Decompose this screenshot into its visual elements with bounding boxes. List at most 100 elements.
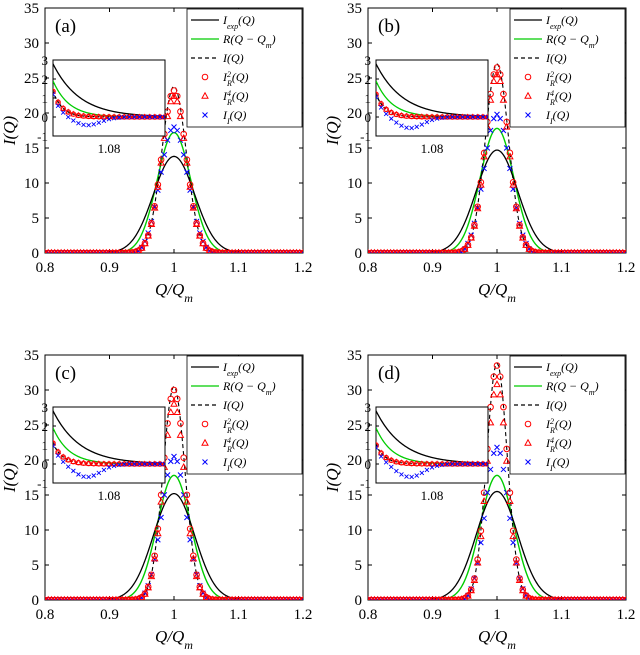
inset-marker-I-I — [116, 462, 122, 468]
y-tick-label: 10 — [24, 523, 39, 539]
marker-I-I — [180, 151, 187, 158]
inset-marker-I-I — [475, 461, 481, 467]
marker-I-R2 — [151, 203, 158, 210]
inset-marker-I-I — [439, 462, 445, 468]
marker-I-R2 — [490, 373, 498, 380]
y-tick-label: 10 — [347, 176, 362, 192]
inset-marker-I-R4 — [151, 113, 158, 120]
inset-plot — [53, 63, 165, 128]
x-tick-label: 0.8 — [36, 607, 55, 623]
marker-I-R4 — [186, 529, 194, 537]
marker-I-I — [164, 472, 171, 478]
inset-marker-I-I — [383, 459, 389, 465]
inset-y-tick-label: 2 — [365, 72, 372, 87]
marker-I-R4 — [192, 220, 201, 227]
inset-marker-I-R4 — [469, 460, 476, 467]
inset-marker-I-I — [460, 114, 465, 120]
marker-I-R4 — [141, 589, 149, 597]
inset-marker-I-I — [55, 103, 61, 109]
marker-I-R4 — [160, 133, 169, 141]
x-tick-label: 1 — [493, 607, 501, 623]
y-tick-label: 30 — [347, 383, 362, 399]
inset-marker-I-R4 — [90, 113, 97, 119]
inset-marker-I-I — [434, 463, 440, 469]
marker-I-I — [481, 515, 487, 522]
marker-I-R2 — [500, 403, 507, 411]
inset-marker-I-R4 — [131, 113, 138, 120]
inset-marker-I-R4 — [388, 456, 395, 463]
series-R — [45, 131, 303, 253]
inset-marker-I-I — [444, 461, 450, 467]
marker-I-R4 — [522, 240, 530, 248]
inset-marker-I-I — [455, 114, 460, 120]
marker-I-I — [484, 489, 491, 496]
marker-I-R2 — [506, 149, 514, 157]
marker-I-R4 — [300, 595, 303, 600]
marker-I-R4 — [189, 203, 198, 211]
legend-label: I2 R(Q) — [545, 417, 572, 435]
inset-x-tick-label: 1.08 — [421, 488, 444, 503]
inset-marker-I-R4 — [146, 460, 153, 467]
panel-b: 0.8 0.9 1 1.1 1.205101520253035Q/QmI(Q)(b)-1… — [323, 1, 635, 305]
inset-marker-I-R4 — [449, 113, 456, 120]
inset-marker-I-I — [106, 116, 112, 122]
marker-I-I — [174, 458, 181, 465]
legend-label: R(Q − Qm) — [545, 32, 599, 50]
marker-I-R4 — [464, 240, 472, 248]
y-axis-label: I(Q) — [323, 463, 342, 494]
inset-marker-I-I — [81, 474, 86, 479]
marker-I-R4 — [163, 430, 172, 438]
inset-marker-I-R4 — [53, 87, 57, 94]
inset-marker-I-I — [383, 111, 389, 117]
inset-marker-I-I — [121, 114, 127, 120]
inset-marker-I-I — [414, 473, 420, 478]
inset-marker-I-I — [137, 461, 142, 467]
marker-I-R4 — [489, 77, 498, 84]
inset-marker-I-I — [106, 465, 112, 470]
marker-I-R2 — [177, 108, 184, 115]
inset-marker-I-I — [394, 468, 399, 474]
legend-box — [186, 355, 303, 475]
inset-y-tick-label: 3 — [42, 53, 49, 68]
marker-I-R2 — [190, 203, 197, 210]
inset-marker-I-I — [424, 119, 430, 125]
inset-marker-I-I — [470, 114, 476, 120]
y-axis-label: I(Q) — [0, 116, 19, 147]
inset-marker-I-R4 — [403, 459, 410, 466]
marker-I-R2 — [471, 575, 478, 582]
inset-marker-I-I — [376, 94, 379, 100]
marker-I-I — [490, 115, 497, 122]
inset-marker-I-R4 — [398, 459, 405, 466]
legend-label: I(Q) — [545, 51, 567, 65]
inset-marker-I-R4 — [54, 448, 62, 455]
inset-marker-I-R4 — [100, 113, 108, 120]
marker-I-R4 — [154, 182, 162, 190]
legend-label: I4 R(Q) — [222, 89, 249, 107]
marker-I-I — [490, 450, 497, 457]
x-axis-label: Q/Qm — [478, 280, 516, 305]
marker-I-R4 — [477, 532, 485, 540]
marker-I-R4 — [173, 408, 182, 415]
marker-I-R4 — [506, 152, 514, 160]
marker-I-R4 — [509, 180, 517, 188]
inset-marker-I-R4 — [75, 111, 82, 118]
marker-I-R4 — [154, 529, 162, 537]
inset-marker-I-I — [455, 461, 460, 467]
marker-I-R2 — [474, 556, 481, 563]
marker-I-R4 — [192, 572, 201, 580]
marker-I-R4 — [183, 158, 191, 166]
inset-marker-I-I — [96, 470, 102, 476]
inset-marker-I-I — [96, 120, 102, 125]
inset-marker-I-R4 — [479, 460, 487, 467]
inset-marker-I-R4 — [156, 113, 164, 120]
marker-I-I — [507, 165, 513, 172]
inset-box — [375, 406, 489, 484]
legend: Iexp(Q)R(Q − Qm)I(Q) I2 R(Q)I4 R(Q)II(Q) — [509, 355, 626, 475]
inset-marker-I-R4 — [418, 113, 425, 120]
legend-label: R(Q − Qm) — [222, 379, 276, 397]
marker-I-R4 — [623, 595, 626, 600]
legend: Iexp(Q)R(Q − Qm)I(Q) I2 R(Q)I4 R(Q)II(Q) — [186, 8, 303, 128]
inset-marker-I-R4 — [70, 458, 77, 464]
inset-marker-I-R4 — [141, 113, 148, 120]
